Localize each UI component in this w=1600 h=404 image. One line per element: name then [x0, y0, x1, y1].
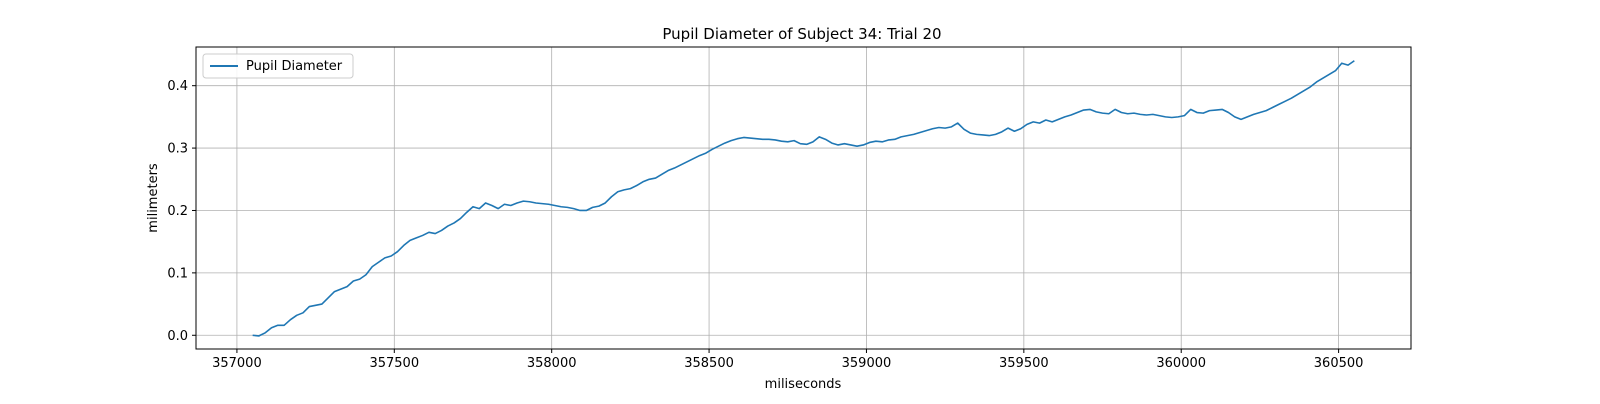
y-axis-label: milimeters — [146, 163, 161, 233]
legend-label: Pupil Diameter — [246, 59, 343, 74]
y-tick-label: 0.0 — [167, 329, 188, 344]
x-tick-label: 358500 — [684, 356, 734, 371]
x-tick-label: 359000 — [842, 356, 892, 371]
legend: Pupil Diameter — [202, 53, 354, 79]
y-tick-label: 0.4 — [167, 79, 188, 94]
x-tick-label: 360000 — [1156, 356, 1206, 371]
y-tick-label: 0.3 — [167, 142, 188, 157]
grid-layer — [196, 47, 1411, 349]
y-tick-label: 0.2 — [167, 204, 188, 219]
x-tick-label: 357500 — [369, 356, 419, 371]
line-layer — [252, 60, 1355, 337]
x-tick-label: 360500 — [1314, 356, 1364, 371]
plot-frame — [195, 46, 1412, 350]
y-tick-label: 0.1 — [167, 266, 188, 281]
tick-layer: 357000 357500 358000 358500 359000 359500 3600… — [167, 79, 1363, 371]
series-line — [252, 60, 1355, 337]
chart-title: Pupil Diameter of Subject 34: Trial 20 — [662, 25, 941, 43]
x-tick-label: 358000 — [527, 356, 577, 371]
legend-box — [202, 53, 354, 79]
x-axis-label: miliseconds — [765, 377, 842, 392]
x-tick-label: 359500 — [999, 356, 1049, 371]
x-tick-label: 357000 — [212, 356, 262, 371]
